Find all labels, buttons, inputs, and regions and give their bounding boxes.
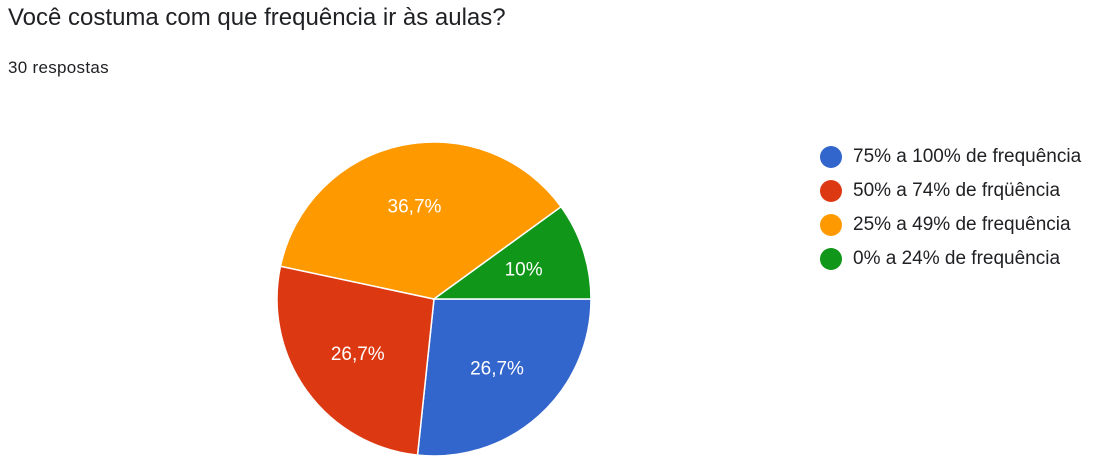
slice-percentage-label: 10% (505, 259, 543, 280)
pie-slice[interactable] (431, 205, 592, 300)
legend-item[interactable]: 50% a 74% de frqüência (820, 174, 1081, 208)
slice-percentage-label: 36,7% (388, 196, 442, 217)
legend-item[interactable]: 25% a 49% de frequência (820, 208, 1081, 242)
legend-label: 50% a 74% de frqüência (853, 180, 1061, 201)
slice-percentage-label: 26,7% (331, 344, 385, 365)
legend-label: 0% a 24% de frequência (853, 248, 1061, 269)
legend-swatch (820, 214, 842, 236)
legend-item[interactable]: 0% a 24% de frequência (820, 242, 1081, 276)
pie-slice[interactable] (279, 141, 563, 300)
legend-item[interactable]: 75% a 100% de frequência (820, 140, 1081, 174)
pie-slice[interactable] (416, 298, 592, 457)
slice-percentage-label: 26,7% (470, 359, 524, 380)
question-title: Você costuma com que frequência ir às au… (8, 4, 506, 31)
response-count: 30 respostas (8, 58, 109, 77)
legend-swatch (820, 248, 842, 270)
legend-label: 25% a 49% de frequência (853, 214, 1071, 235)
pie-slice[interactable] (276, 265, 435, 456)
legend-label: 75% a 100% de frequência (853, 146, 1082, 167)
chart-legend: 75% a 100% de frequência 50% a 74% de fr… (820, 140, 1081, 276)
legend-swatch (820, 146, 842, 168)
legend-swatch (820, 180, 842, 202)
